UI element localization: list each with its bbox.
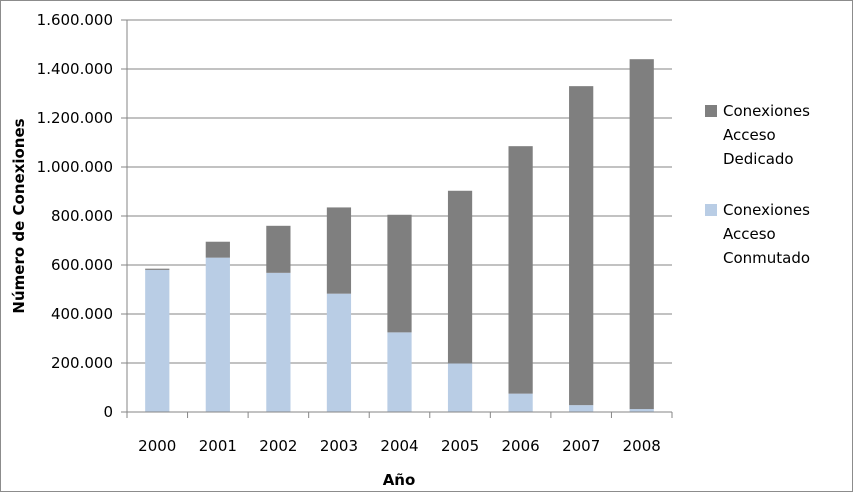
bar-segment [145,268,170,270]
bar-segment [205,257,230,412]
bar-segment [508,393,533,412]
legend-swatch [705,105,717,117]
bar-segment [508,146,533,394]
y-tick-label: 1.200.000 [37,109,113,127]
bar-segment [629,59,654,410]
y-tick-label: 800.000 [51,207,113,225]
x-tick-labels: 2000 2001 2002 2003 2004 2005 2006 2007 2008 [138,437,661,455]
bars [145,59,654,412]
y-tick-label: 1.400.000 [37,60,113,78]
bar-segment [145,269,170,412]
bar-segment [629,409,654,412]
x-axis-title: Año [383,471,416,489]
x-tick-label: 2002 [259,437,297,455]
x-tick-label: 2000 [138,437,176,455]
x-tick-label: 2008 [623,437,661,455]
bar-segment [569,86,594,406]
y-tick-label: 600.000 [51,256,113,274]
bar-segment [266,225,291,273]
y-tick-label: 200.000 [51,354,113,372]
bar-segment [205,241,230,258]
x-tick-label: 2001 [199,437,237,455]
legend-swatch [705,204,717,216]
bar-segment [326,293,352,412]
y-axis-title: Número de Conexiones [10,118,28,313]
y-tick-label: 1.600.000 [37,11,113,29]
bar-segment [447,190,473,364]
axes [121,19,673,418]
x-tick-label: 2003 [320,437,358,455]
legend: Conexiones Acceso Dedicado Conexiones Acceso… [705,102,810,267]
y-tick-labels: 0 200.000 400.000 600.000 800.000 1.000.000 1.… [37,11,113,421]
legend-label: Conexiones Acceso Dedicado [723,102,810,168]
bar-segment [569,405,594,412]
bar-segment [326,207,352,294]
x-tick-label: 2006 [502,437,540,455]
x-tick-label: 2005 [441,437,479,455]
bar-segment [447,363,473,412]
x-tick-label: 2004 [380,437,418,455]
bar-segment [266,272,291,412]
bar-segment [387,214,412,333]
bar-segment [387,332,412,412]
y-tick-label: 0 [103,403,113,421]
x-tick-label: 2007 [562,437,600,455]
y-tick-label: 400.000 [51,305,113,323]
y-tick-label: 1.000.000 [37,158,113,176]
legend-label: Conexiones Acceso Conmutado [723,201,810,267]
